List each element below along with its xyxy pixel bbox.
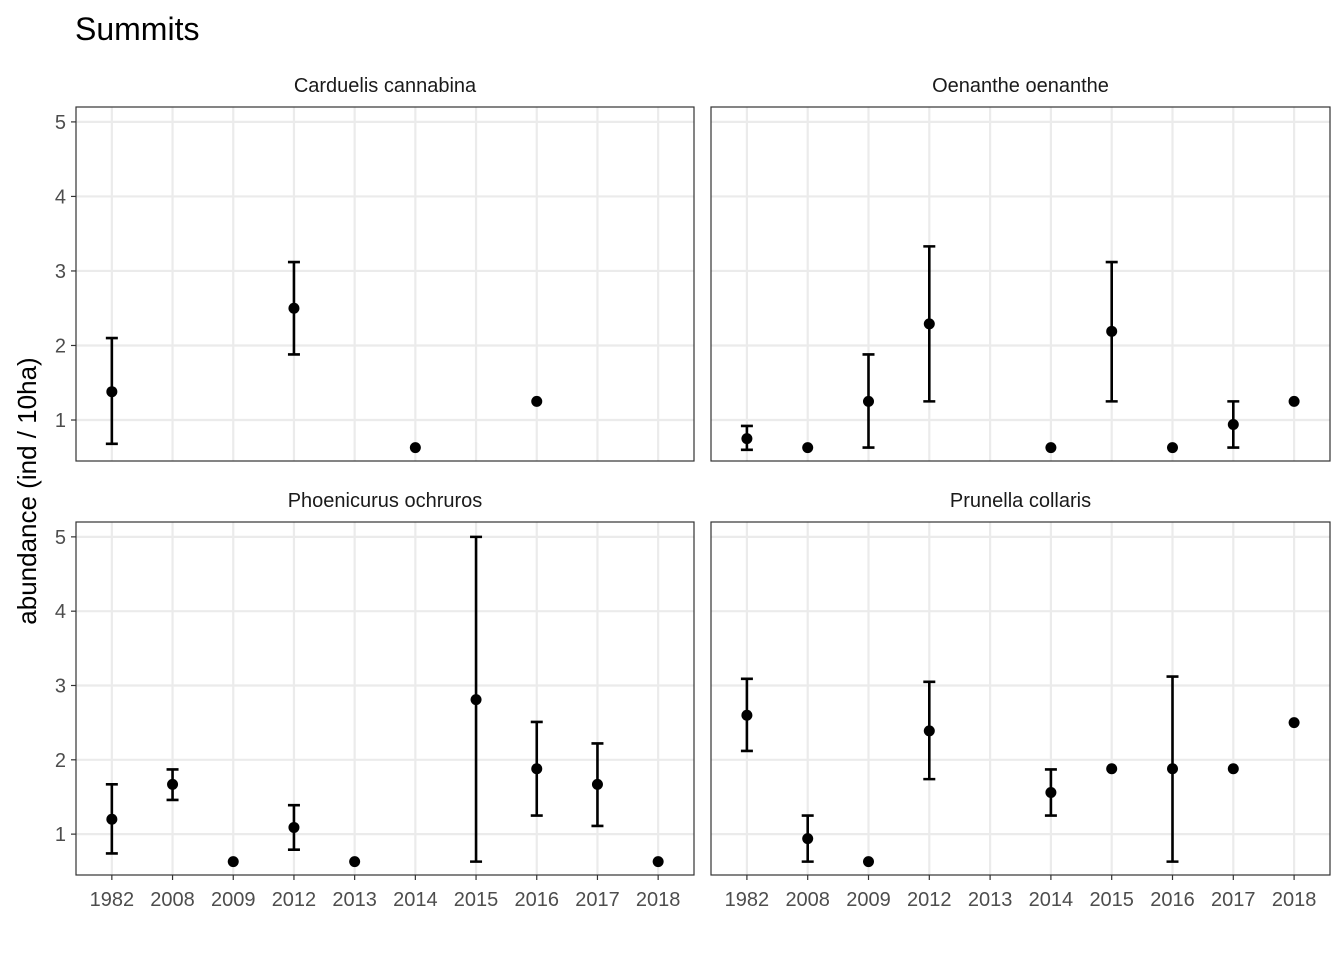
data-point (167, 778, 179, 790)
panel-frame (710, 521, 1331, 876)
data-point (863, 856, 875, 868)
y-tick-label: 2 (55, 335, 66, 357)
x-tick-label: 2013 (968, 889, 1013, 911)
data-point (1045, 442, 1057, 454)
data-point (288, 821, 300, 833)
facet-panel: Oenanthe oenanthe (710, 75, 1331, 462)
x-tick-label: 2017 (575, 889, 620, 911)
data-point (923, 725, 935, 737)
data-point (227, 856, 239, 868)
data-point (1227, 418, 1239, 430)
data-point (802, 442, 814, 454)
x-tick-label: 2016 (515, 889, 560, 911)
x-tick-label: 2009 (211, 889, 256, 911)
data-point (288, 302, 300, 314)
data-point (1166, 763, 1178, 775)
y-tick-label: 4 (55, 601, 66, 623)
y-tick-label: 1 (55, 824, 66, 846)
y-tick-label: 5 (55, 112, 66, 134)
data-point (1288, 395, 1300, 407)
x-tick-label: 2015 (454, 889, 499, 911)
data-point (741, 709, 753, 721)
y-tick-label: 5 (55, 527, 66, 549)
data-point (1106, 325, 1118, 337)
data-point (652, 856, 664, 868)
data-point (1045, 787, 1057, 799)
data-point (470, 694, 482, 706)
data-point (1288, 717, 1300, 729)
data-point (741, 433, 753, 445)
x-tick-label: 2016 (1150, 889, 1195, 911)
facet-title: Phoenicurus ochruros (288, 490, 483, 512)
chart-title: Summits (75, 11, 199, 47)
x-tick-label: 2012 (272, 889, 317, 911)
data-point (802, 833, 814, 845)
x-tick-label: 2014 (1029, 889, 1074, 911)
y-tick-label: 3 (55, 261, 66, 283)
data-point (106, 386, 118, 398)
data-point (863, 395, 875, 407)
x-tick-label: 2014 (393, 889, 438, 911)
x-tick-label: 1982 (725, 889, 770, 911)
data-point (106, 813, 118, 825)
x-tick-label: 2013 (332, 889, 377, 911)
y-tick-label: 3 (55, 675, 66, 697)
x-tick-label: 2015 (1089, 889, 1134, 911)
x-tick-label: 2009 (846, 889, 891, 911)
x-tick-label: 2008 (785, 889, 830, 911)
x-tick-label: 2018 (636, 889, 681, 911)
x-tick-label: 2017 (1211, 889, 1256, 911)
y-tick-label: 2 (55, 750, 66, 772)
facet-title: Prunella collaris (950, 490, 1091, 512)
data-point (923, 318, 935, 330)
x-tick-label: 2008 (150, 889, 195, 911)
facet-panels: Carduelis cannabina 1 2 3 4 5 Oenanthe oenanth… (55, 75, 1331, 911)
facet-panel: Carduelis cannabina 1 2 3 4 5 (55, 75, 695, 462)
facet-title: Carduelis cannabina (294, 75, 477, 97)
x-tick-label: 2018 (1272, 889, 1317, 911)
y-axis-label: abundance (ind / 10ha) (12, 357, 42, 624)
x-tick-label: 2012 (907, 889, 952, 911)
facet-panel: Phoenicurus ochruros 1 2 3 4 5 1982 2008 2009 201… (55, 490, 695, 911)
panel-frame (75, 106, 695, 462)
data-point (1106, 763, 1118, 775)
data-point (1166, 442, 1178, 454)
x-tick-label: 1982 (90, 889, 135, 911)
facet-panel: Prunella collaris 1982 2008 2009 2012 2013 201… (710, 490, 1331, 911)
data-point (531, 395, 543, 407)
data-point (531, 763, 543, 775)
data-point (349, 856, 361, 868)
panel-frame (75, 521, 695, 876)
y-tick-label: 4 (55, 186, 66, 208)
data-point (1227, 763, 1239, 775)
y-tick-label: 1 (55, 410, 66, 432)
data-point (409, 442, 421, 454)
facet-title: Oenanthe oenanthe (932, 75, 1109, 97)
data-point (591, 778, 603, 790)
panel-frame (710, 106, 1331, 462)
